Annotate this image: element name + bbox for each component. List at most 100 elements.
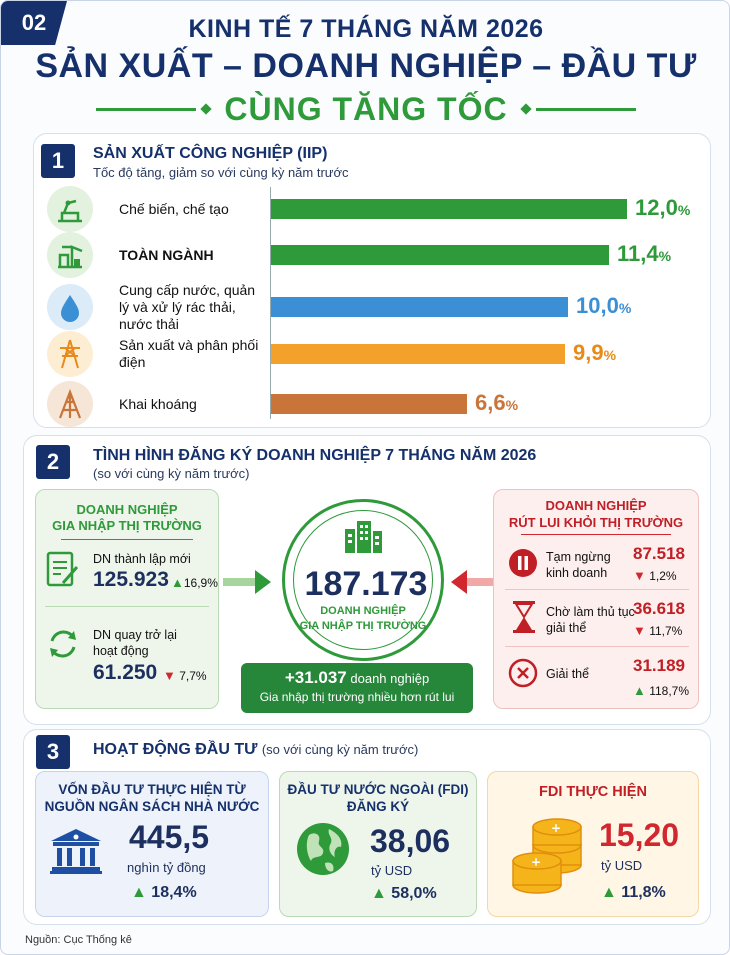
factory-robot-arm-icon [47,186,93,232]
section-1-title: SẢN XUẤT CÔNG NGHIỆP (IIP) [93,145,328,162]
entering-title-1: DOANH NGHIỆP [76,502,178,517]
iip-bar [271,199,627,219]
fdi-disbursed-pct-text: 11,8% [621,884,666,901]
mining-rig-icon [47,381,93,427]
section-2-subtitle: (so với cùng kỳ năm trước) [93,466,250,481]
iip-value-label: 11,4% [617,241,672,266]
iip-bar [271,245,609,265]
fdi-disbursed-value: 15,20 [599,817,680,853]
new-enterprises-pct: ▲16,9% [171,575,218,590]
state-budget-pct-text: 18,4% [151,884,197,901]
suspend-label-1: Tạm ngừng [546,550,611,564]
returning-pct: ▼ 7,7% [163,668,207,683]
section-2-title: TÌNH HÌNH ĐĂNG KÝ DOANH NGHIỆP 7 THÁNG N… [93,447,537,464]
section-3-heading: HOẠT ĐỘNG ĐẦU TƯ (so với cùng kỳ năm trư… [93,741,418,759]
divider-diamond-left [200,103,213,115]
iip-bar [271,344,565,364]
refresh-cycle-icon [45,626,81,662]
down-triangle-icon: ▼ [633,623,646,638]
exiting-title-2: RÚT LUI KHỎI THỊ TRƯỜNG [508,515,684,530]
iip-value-label: 12,0% [635,195,691,220]
coins-icon: + + [511,813,583,895]
dissolve-label: Giải thể [546,667,590,681]
wait-dissolve-pct-text: 11,7% [649,624,683,638]
panel-divider [505,646,689,647]
state-budget-title-2: NGUỒN NGÂN SÁCH NHÀ NƯỚC [44,799,260,814]
page-badge: 02 [1,1,67,45]
exiting-panel [493,489,699,709]
iip-value-label: 10,0% [576,293,632,318]
exiting-title-1: DOANH NGHIỆP [545,498,647,513]
divider-line-left [96,107,197,111]
down-triangle-icon: ▼ [633,568,646,583]
fdi-registered-title-2: ĐĂNG KÝ [346,799,410,814]
entering-panel [35,489,219,709]
dissolve-value: 31.189 [633,656,685,675]
arrow-right-icon [223,569,273,595]
iip-category-label: Chế biến, chế tạo [119,200,229,217]
suspend-pct-text: 1,2% [649,569,677,583]
power-tower-icon [47,331,93,377]
up-triangle-icon: ▲ [601,884,617,901]
header-line-3: CÙNG TĂNG TỐC [224,90,508,127]
total-entering-label-2: GIA NHẬP THỊ TRƯỜNG [299,620,427,632]
header-line-2: SẢN XUẤT – DOANH NGHIỆP – ĐẦU TƯ [35,47,697,85]
source-note: Nguồn: Cục Thống kê [25,934,132,946]
section-1-subtitle: Tốc độ tăng, giảm so với cùng kỳ năm trư… [93,165,349,180]
iip-category-label: Khai khoáng [119,395,197,412]
new-enterprises-value: 125.923 [93,568,169,591]
suspend-value: 87.518 [633,544,685,563]
panel-divider [45,606,209,607]
government-building-icon [49,827,103,875]
fdi-disbursed-title: FDI THỰC HIỆN [539,784,647,800]
center-ring-inner [293,510,433,650]
investment-card-fdi-disbursed [487,771,699,917]
up-triangle-icon: ▲ [131,884,147,901]
state-budget-unit: nghìn tỷ đồng [127,860,206,875]
section-3-number: 3 [36,735,70,769]
dissolve-pct: ▲ 118,7% [633,683,689,698]
header-line-1: KINH TẾ 7 THÁNG NĂM 2026 [188,15,544,43]
returning-label-2: hoạt động [93,644,149,658]
net-entering-desc: Gia nhập thị trường nhiều hơn rút lui [259,690,455,704]
new-enterprises-pct-text: 16,9% [183,576,218,590]
up-triangle-icon: ▲ [371,885,387,902]
total-entering-label-1: DOANH NGHIỆP [320,605,406,617]
suspend-label-2: kinh doanh [546,566,608,580]
wait-dissolve-value: 36.618 [633,599,685,618]
net-entering-box: +31.037 doanh nghiệp Gia nhập thị trường… [241,663,473,713]
iip-category-label: Sản xuất và phân phối điện [119,337,259,370]
section-3-subtitle: (so với cùng kỳ năm trước) [261,742,419,757]
hourglass-icon [511,600,537,634]
iip-value-label: 9,9% [573,340,617,365]
fdi-registered-title-1: ĐẦU TƯ NƯỚC NGOÀI (FDI) [287,782,469,797]
total-entering-value: 187.173 [304,565,428,603]
close-circle-icon [508,658,538,688]
returning-label-1: DN quay trở lại [93,628,177,642]
down-triangle-icon: ▼ [163,668,176,683]
state-budget-pct: ▲ 18,4% [131,884,197,902]
iip-bar [271,297,568,317]
state-budget-title-1: VỐN ĐẦU TƯ THỰC HIỆN TỪ [58,782,246,797]
dissolve-pct-text: 118,7% [649,684,690,698]
up-triangle-icon: ▲ [171,575,184,590]
document-pen-icon [45,549,81,589]
net-entering-value: +31.037 [284,668,347,687]
fdi-disbursed-pct: ▲ 11,8% [601,884,666,902]
returning-pct-text: 7,7% [179,669,207,683]
arrow-left-icon [449,569,499,595]
iip-category-label: TOÀN NGÀNH [119,246,214,263]
header-line-3-wrap: CÙNG TĂNG TỐC [1,89,729,129]
iip-value-label: 6,6% [475,390,519,415]
iip-category-label: Cung cấp nước, quản lý và xử lý rác thải… [119,281,256,332]
state-budget-value: 445,5 [129,819,210,855]
section-3-title: HOẠT ĐỘNG ĐẦU TƯ [93,741,258,758]
suspend-pct: ▼ 1,2% [633,568,677,583]
wait-dissolve-label-2: giải thể [546,621,587,635]
entering-title-underline [61,539,193,540]
fdi-registered-unit: tỷ USD [371,863,413,878]
section-iip-card [33,133,711,428]
fdi-registered-value: 38,06 [370,823,451,859]
returning-value: 61.250 [93,661,158,684]
